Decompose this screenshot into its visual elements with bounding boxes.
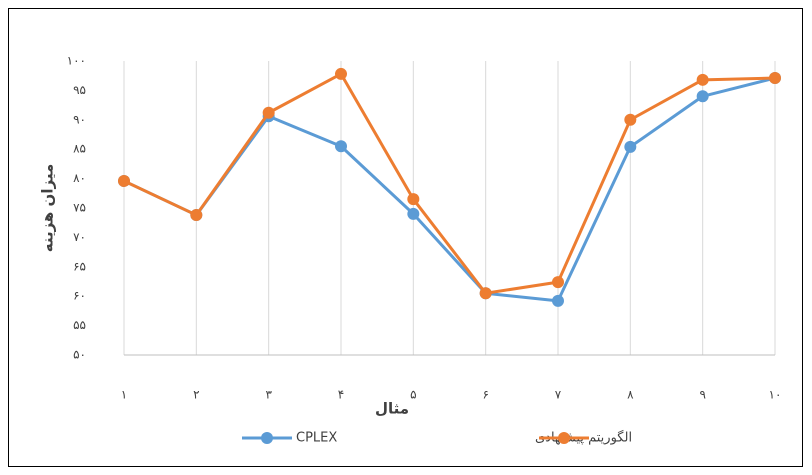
- x-tick-label: ۷: [555, 388, 562, 402]
- point-marker: [552, 276, 564, 288]
- y-axis-title: میزان هزینه: [39, 164, 57, 253]
- x-tick-label: ۵: [410, 388, 416, 402]
- x-tick-label: ۳: [265, 388, 272, 402]
- point-marker: [407, 208, 419, 220]
- x-axis-title: مثال: [375, 400, 409, 418]
- legend-marker: [261, 432, 273, 444]
- point-marker: [769, 72, 781, 84]
- y-tick-label: ۱۰۰: [67, 54, 86, 68]
- y-tick-label: ۵۵: [73, 318, 86, 332]
- x-tick-label: ۲: [193, 388, 199, 402]
- y-tick-label: ۶۰: [73, 289, 86, 303]
- point-marker: [407, 193, 419, 205]
- point-marker: [552, 295, 564, 307]
- point-marker: [335, 140, 347, 152]
- y-tick-label: ۵۰: [73, 348, 86, 362]
- point-marker: [480, 287, 492, 299]
- point-marker: [624, 141, 636, 153]
- point-marker: [118, 175, 130, 187]
- x-tick-label: ۴: [338, 388, 344, 402]
- y-tick-label: ۸۰: [73, 171, 86, 185]
- point-marker: [697, 74, 709, 86]
- y-tick-label: ۶۵: [73, 259, 86, 273]
- x-tick-label: ۶: [482, 388, 488, 402]
- y-tick-label: ۹۰: [73, 112, 86, 126]
- chart: میزان هزینه مثال ۵۰۵۵۶۰۶۵۷۰۷۵۸۰۸۵۹۰۹۵۱۰۰…: [0, 0, 812, 475]
- legend-marker: [558, 432, 570, 444]
- legend-label: CPLEX: [296, 431, 337, 446]
- x-tick-label: ۹: [699, 388, 705, 402]
- x-tick-label: ۸: [627, 388, 634, 402]
- point-marker: [624, 114, 636, 126]
- point-marker: [697, 90, 709, 102]
- y-tick-label: ۷۰: [73, 230, 86, 244]
- point-marker: [190, 209, 202, 221]
- chart-frame: [9, 9, 803, 467]
- y-tick-label: ۹۵: [73, 83, 86, 97]
- point-marker: [335, 68, 347, 80]
- x-tick-label: ۱: [121, 388, 127, 402]
- y-tick-label: ۷۵: [73, 201, 86, 215]
- x-tick-label: ۱۰: [769, 388, 782, 402]
- y-tick-label: ۸۵: [73, 142, 86, 156]
- point-marker: [263, 107, 275, 119]
